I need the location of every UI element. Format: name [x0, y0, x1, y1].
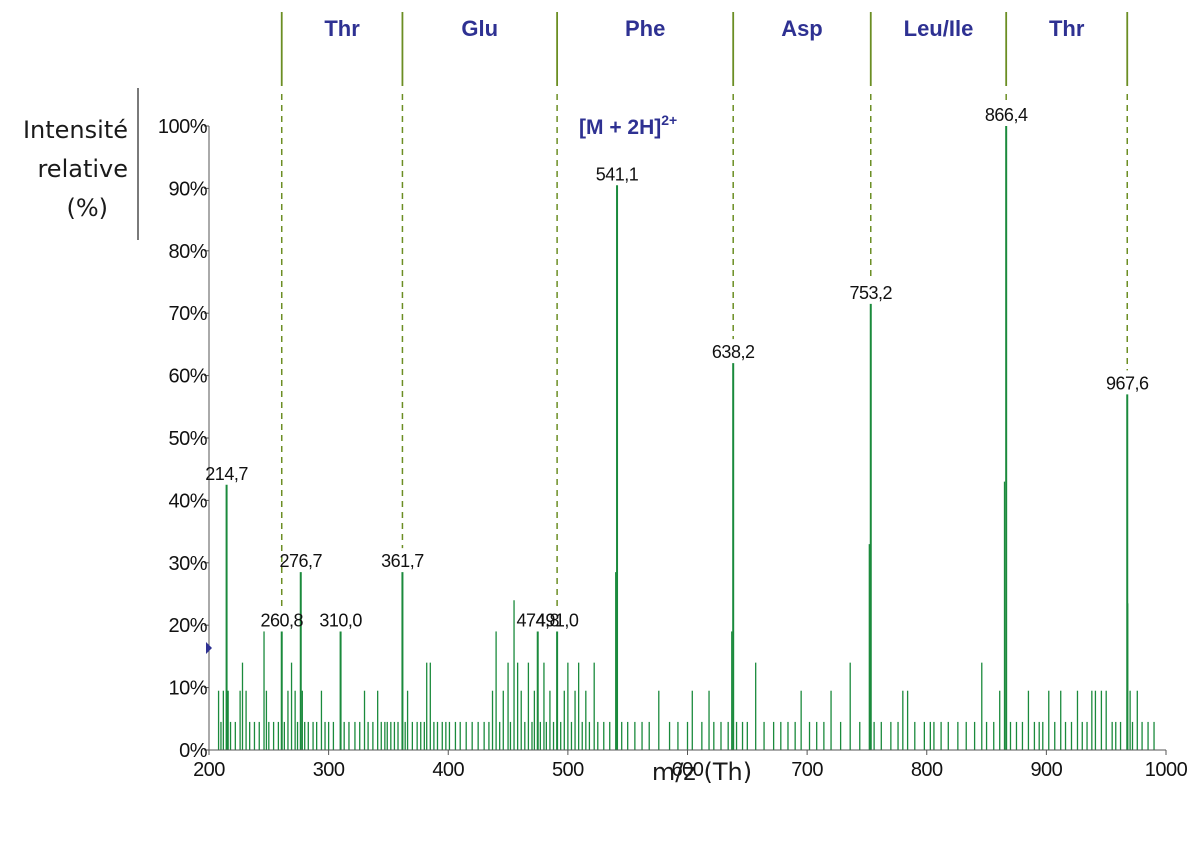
x-tick-label: 500	[552, 759, 584, 781]
y-axis-label-line-3: (%)	[66, 194, 108, 222]
peak-label: 310,0	[319, 610, 362, 630]
amino-acid-label: Thr	[324, 16, 360, 41]
y-tick-label: 80%	[168, 241, 207, 263]
y-axis-label-line-1: Intensité	[23, 116, 128, 144]
peak-label: 541,1	[596, 164, 639, 184]
axes: 0% 10% 20% 30% 40% 50% 60% 70% 80% 90% 100% 200 300 4…	[158, 116, 1188, 781]
amino-acid-label: Phe	[625, 16, 665, 41]
x-axis-label: m/z (Th)	[652, 758, 752, 786]
amino-acid-label: Thr	[1049, 16, 1085, 41]
sequence-annotation-layer: Thr Glu Phe Asp Leu/Ile Thr	[280, 12, 1129, 608]
x-tick-label: 200	[193, 759, 225, 781]
x-tick-label: 700	[791, 759, 823, 781]
x-tick-label: 600	[672, 759, 704, 781]
peak-label: 753,2	[849, 283, 892, 303]
y-tick-label: 70%	[168, 303, 207, 325]
y-tick-label: 20%	[168, 615, 207, 637]
x-tick-label: 300	[313, 759, 345, 781]
y-tick-label: 60%	[168, 366, 207, 388]
y-tick-label: 10%	[168, 678, 207, 700]
y-tick-label: 30%	[168, 553, 207, 575]
y-tick-label: 100%	[158, 116, 208, 138]
peak-label: 967,6	[1106, 373, 1149, 393]
amino-acid-label: Asp	[781, 16, 823, 41]
x-tick-label: 800	[911, 759, 943, 781]
peak-label: 491,0	[536, 610, 579, 630]
peaks-layer	[217, 126, 1155, 750]
peak-label: 474,8	[516, 610, 559, 630]
y-axis-label-line-2: relative	[37, 155, 128, 183]
y-tick-label: 50%	[168, 428, 207, 450]
precursor-ion-charge: 2+	[661, 112, 677, 128]
peak-label: 866,4	[985, 105, 1028, 125]
amino-acid-label: Leu/Ile	[904, 16, 974, 41]
y-tick-label: 0%	[179, 740, 208, 762]
peak-label: 260,8	[260, 610, 303, 630]
peak-label: 361,7	[381, 551, 424, 571]
precursor-ion-label: [M + 2H]2+	[579, 112, 677, 139]
x-tick-label: 400	[432, 759, 464, 781]
peak-label: 214,7	[205, 464, 248, 484]
y-tick-label: 40%	[168, 490, 207, 512]
y-tick-label: 90%	[168, 178, 207, 200]
x-tick-label: 1000	[1145, 759, 1188, 781]
y-axis-marker-icon	[206, 642, 212, 654]
precursor-ion-text: [M + 2H]	[579, 116, 661, 139]
x-tick-label: 900	[1030, 759, 1062, 781]
peak-label: 638,2	[712, 342, 755, 362]
amino-acid-label: Glu	[461, 16, 498, 41]
peak-label: 276,7	[279, 551, 322, 571]
